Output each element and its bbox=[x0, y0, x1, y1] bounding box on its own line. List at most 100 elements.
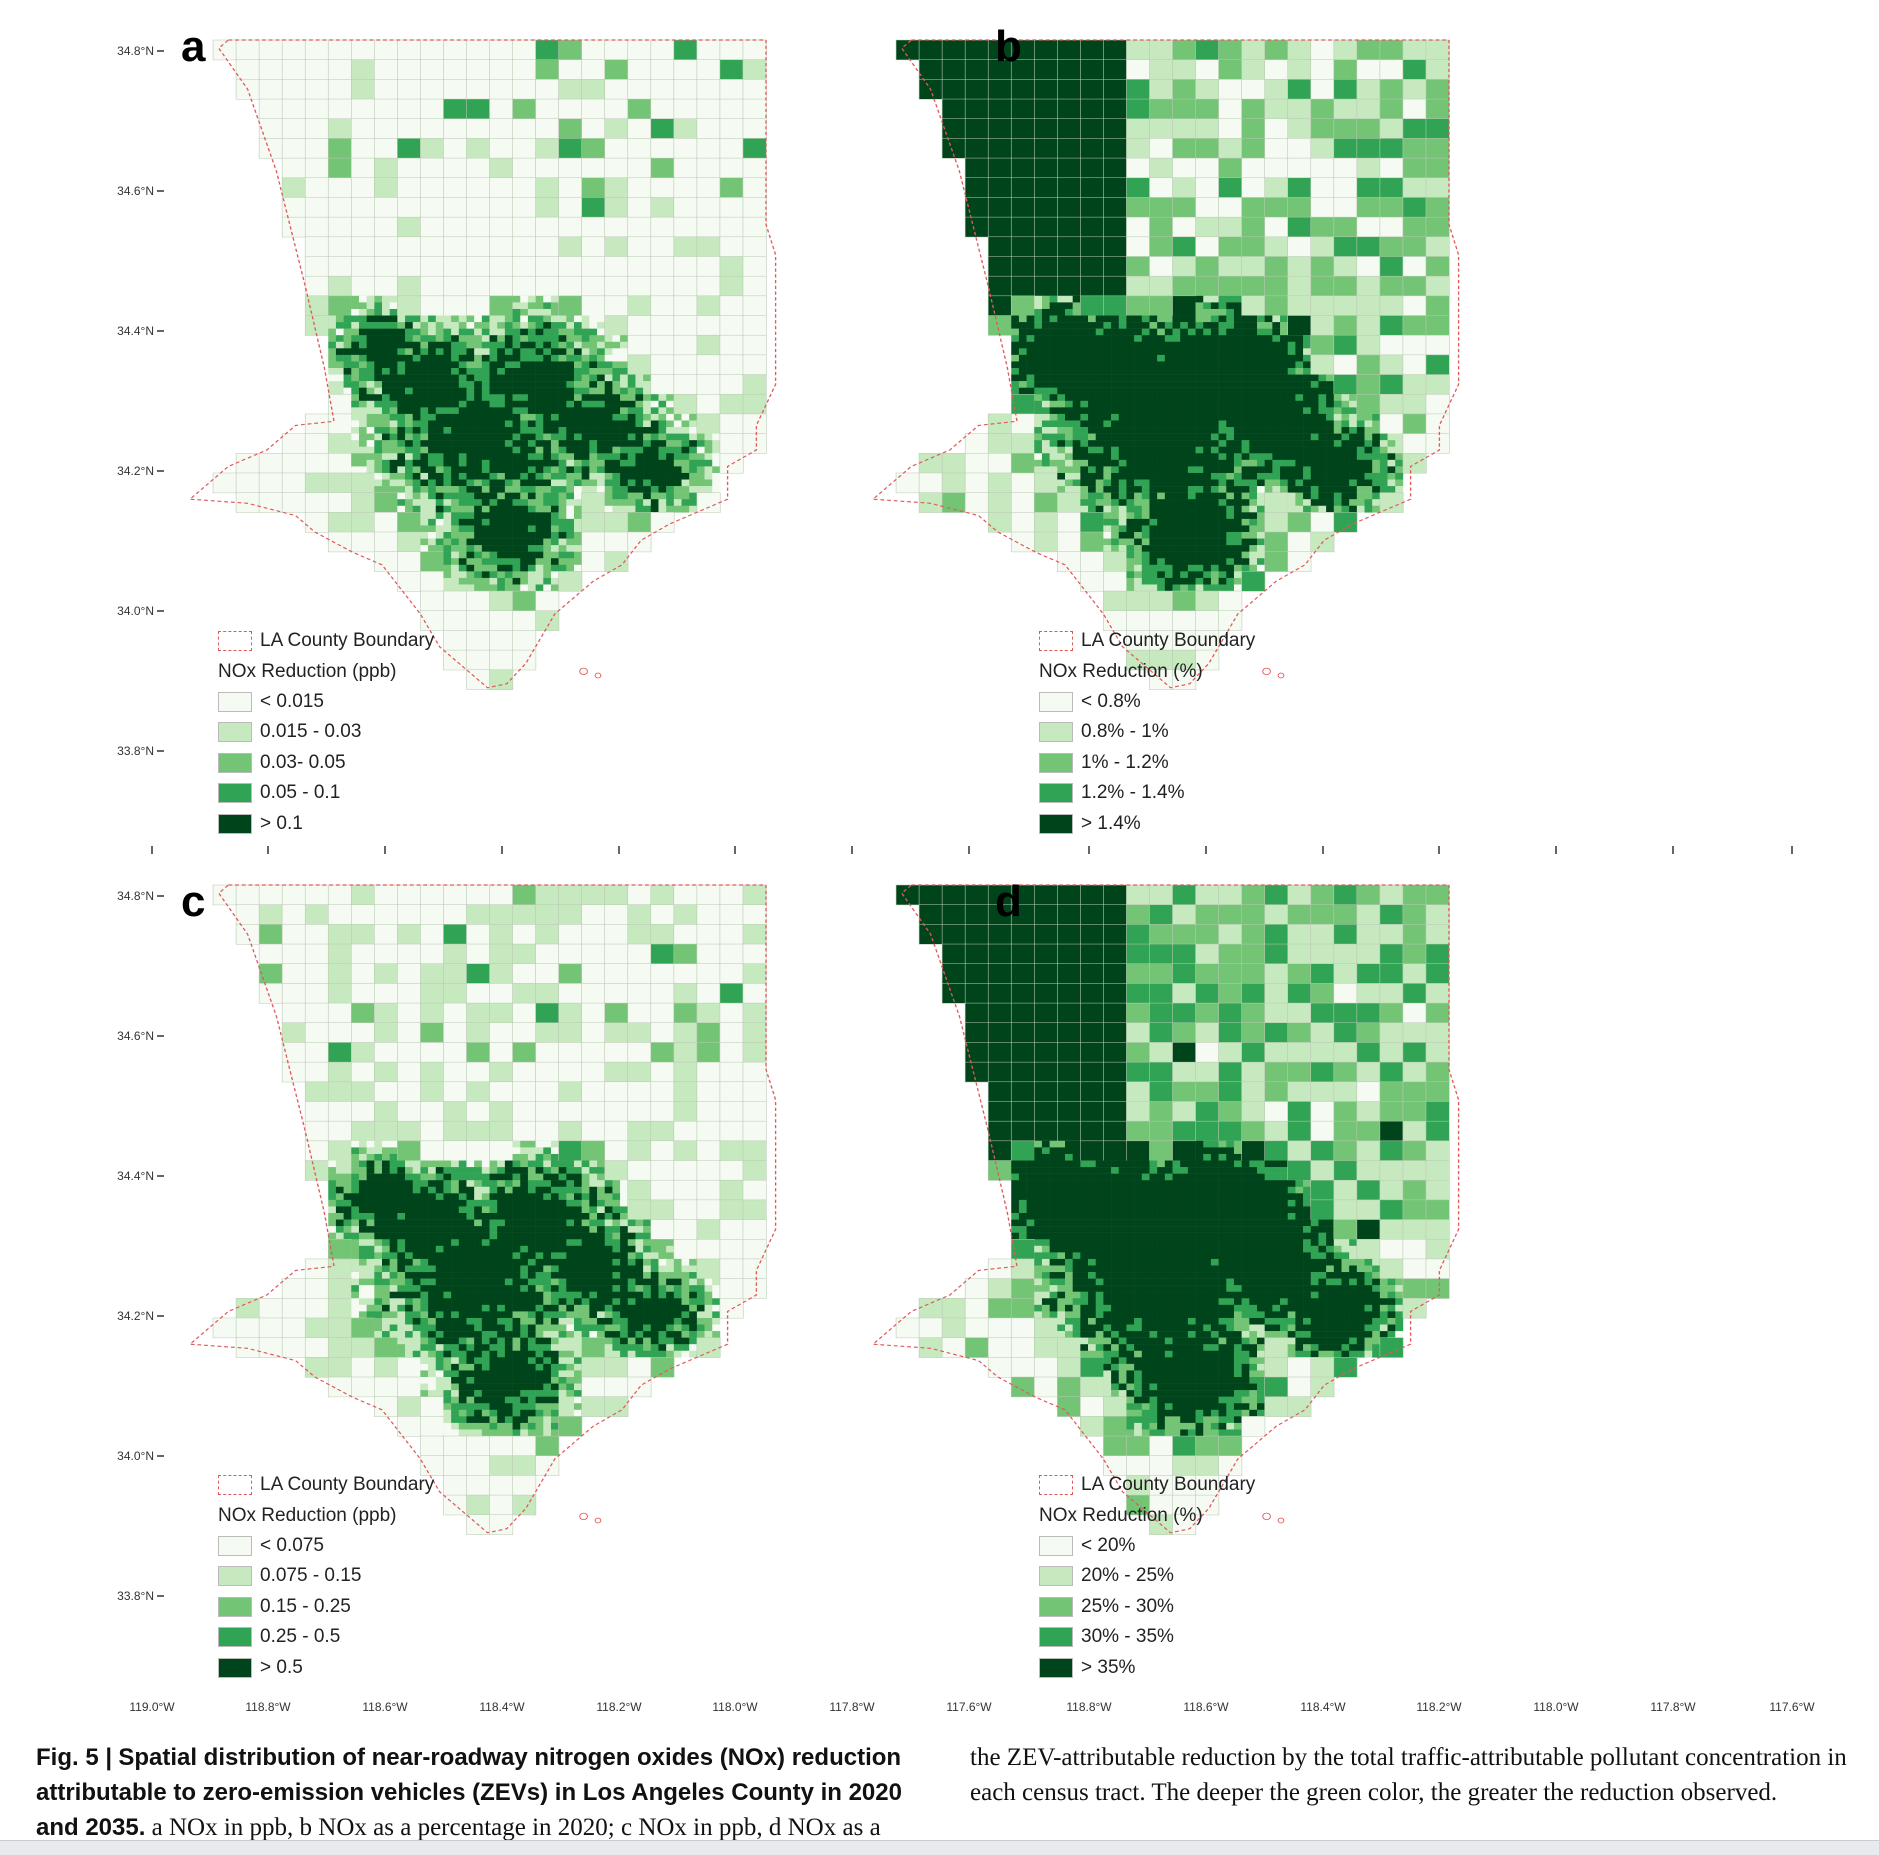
census-tract bbox=[1172, 584, 1181, 592]
census-tract bbox=[397, 79, 421, 100]
census-tract bbox=[643, 459, 652, 467]
census-tract bbox=[512, 649, 537, 671]
census-tract bbox=[574, 551, 582, 559]
census-tract bbox=[1033, 492, 1058, 513]
census-tract bbox=[696, 472, 705, 480]
census-tract bbox=[405, 427, 414, 434]
census-tract bbox=[558, 98, 583, 120]
census-tract bbox=[1072, 472, 1081, 480]
census-tract bbox=[1295, 433, 1304, 441]
census-tract bbox=[742, 334, 767, 356]
census-tract bbox=[458, 492, 467, 500]
census-tract bbox=[489, 669, 514, 690]
census-tract bbox=[1157, 374, 1166, 382]
census-tract bbox=[1095, 440, 1104, 447]
census-tract bbox=[581, 275, 606, 297]
census-tract bbox=[258, 98, 283, 120]
census-tract bbox=[443, 630, 468, 651]
census-tract bbox=[428, 400, 437, 408]
census-tract bbox=[451, 1226, 460, 1233]
census-tract bbox=[535, 545, 544, 552]
census-tract bbox=[489, 564, 498, 572]
census-tract bbox=[604, 1252, 613, 1260]
census-tract bbox=[412, 400, 421, 408]
census-tract bbox=[1134, 387, 1143, 395]
census-tract bbox=[1057, 459, 1066, 467]
census-tract bbox=[489, 407, 498, 415]
census-tract bbox=[327, 1238, 352, 1260]
census-tract bbox=[681, 479, 690, 487]
census-tract bbox=[574, 466, 582, 474]
census-tract bbox=[1149, 354, 1158, 362]
census-tract bbox=[497, 571, 506, 579]
census-tract bbox=[412, 433, 421, 441]
census-tract bbox=[1149, 564, 1158, 572]
census-tract bbox=[1264, 387, 1273, 395]
census-tract bbox=[1080, 407, 1089, 415]
census-tract bbox=[1149, 315, 1158, 323]
census-tract bbox=[504, 518, 513, 526]
census-tract bbox=[1226, 341, 1235, 349]
census-tract bbox=[1326, 492, 1335, 500]
census-tract bbox=[1210, 354, 1219, 362]
census-tract bbox=[1187, 564, 1196, 572]
census-tract bbox=[1203, 564, 1212, 572]
census-tract bbox=[620, 427, 629, 434]
census-tract bbox=[543, 407, 552, 415]
census-tract bbox=[650, 433, 659, 441]
census-tract bbox=[543, 525, 552, 533]
census-tract bbox=[650, 275, 675, 297]
census-tract bbox=[1241, 407, 1250, 415]
census-tract bbox=[1303, 472, 1312, 480]
census-tract bbox=[397, 256, 421, 277]
census-tract bbox=[1287, 216, 1312, 238]
census-tract bbox=[358, 407, 367, 415]
census-tract bbox=[405, 453, 414, 461]
census-tract bbox=[620, 479, 629, 487]
census-tract bbox=[343, 1193, 352, 1201]
census-tract bbox=[520, 1186, 529, 1194]
census-tract bbox=[643, 413, 652, 421]
census-tract bbox=[1395, 446, 1404, 454]
census-tract bbox=[1195, 433, 1204, 441]
census-tract bbox=[666, 400, 675, 408]
census-tract bbox=[589, 440, 598, 447]
census-tract bbox=[1141, 538, 1150, 546]
census-tract bbox=[1172, 368, 1181, 375]
census-tract bbox=[428, 341, 437, 349]
census-tract bbox=[412, 505, 421, 513]
census-tract bbox=[343, 361, 352, 369]
census-tract bbox=[327, 275, 352, 297]
census-tract bbox=[696, 1002, 721, 1024]
census-tract bbox=[612, 407, 621, 415]
census-tract bbox=[451, 446, 460, 454]
census-tract bbox=[1280, 335, 1289, 343]
census-tract bbox=[1257, 518, 1265, 526]
census-tract bbox=[627, 943, 652, 965]
census-tract bbox=[366, 420, 375, 428]
census-tract bbox=[558, 532, 567, 539]
census-tract bbox=[535, 453, 544, 461]
census-tract bbox=[466, 177, 491, 198]
census-tract bbox=[1172, 538, 1181, 546]
census-tract bbox=[719, 157, 744, 179]
census-tract bbox=[412, 1160, 421, 1168]
census-tract bbox=[1180, 538, 1189, 546]
census-tract bbox=[1164, 341, 1173, 349]
census-tract bbox=[358, 446, 367, 454]
census-tract bbox=[504, 466, 513, 474]
census-tract bbox=[1057, 374, 1066, 382]
census-tract bbox=[604, 505, 613, 513]
census-tract bbox=[1318, 486, 1327, 493]
census-tract bbox=[666, 440, 675, 447]
census-tract bbox=[458, 315, 467, 323]
census-tract bbox=[304, 177, 329, 198]
census-tract bbox=[1095, 420, 1104, 428]
census-tract bbox=[497, 1186, 506, 1194]
census-tract bbox=[1157, 328, 1166, 336]
census-tract bbox=[1264, 39, 1289, 61]
census-tract bbox=[1180, 558, 1189, 566]
census-tract bbox=[604, 1022, 629, 1043]
census-tract bbox=[474, 374, 483, 382]
census-tract bbox=[428, 1285, 437, 1292]
